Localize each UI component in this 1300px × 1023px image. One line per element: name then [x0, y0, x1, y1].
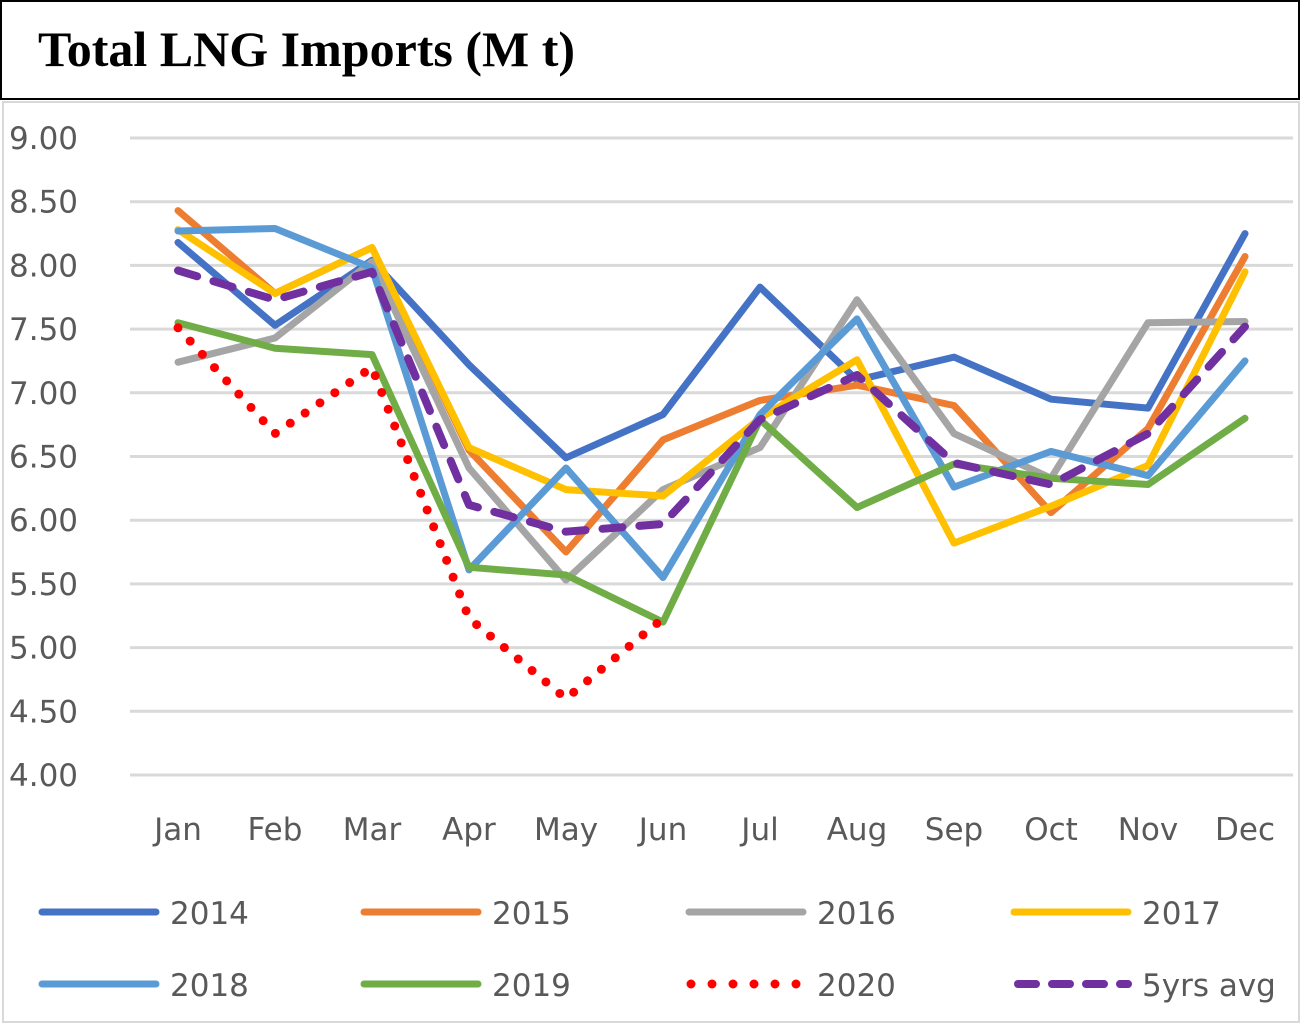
y-tick-label: 5.50: [9, 567, 78, 603]
legend-label: 2019: [492, 968, 571, 1004]
y-tick-label: 8.00: [9, 248, 78, 284]
x-tick-label: Apr: [442, 812, 496, 848]
y-axis-ticks: 4.00 4.50 5.00 5.50 6.00 6.50 7.00 7.50 8.00 8.50…: [9, 121, 78, 794]
series-line-2020: [173, 323, 668, 704]
y-tick-label: 7.50: [9, 312, 78, 348]
y-tick-label: 8.50: [9, 185, 78, 221]
legend-label: 2014: [170, 896, 249, 932]
legend-label: 2020: [817, 968, 896, 1004]
y-tick-label: 6.00: [9, 503, 78, 539]
x-tick-label: Oct: [1024, 812, 1078, 848]
x-tick-label: Sep: [925, 812, 983, 848]
x-axis-ticks: Jan Feb Mar Apr May Jun Jul Aug Sep Oct Nov Dec: [152, 812, 1275, 848]
x-tick-label: Jun: [637, 812, 687, 848]
y-tick-label: 7.00: [9, 376, 78, 412]
y-tick-label: 4.00: [9, 758, 78, 794]
series-lines: [173, 207, 1249, 704]
x-tick-label: Feb: [248, 812, 303, 848]
y-tick-label: 5.00: [9, 631, 78, 667]
series-line-2017: [174, 226, 1249, 547]
legend-label: 2015: [492, 896, 571, 932]
y-tick-label: 9.00: [9, 121, 78, 157]
legend-label: 2016: [817, 896, 896, 932]
x-tick-label: Mar: [343, 812, 402, 848]
chart-title: Total LNG Imports (M t): [38, 21, 576, 77]
legend-label: 5yrs avg: [1142, 968, 1276, 1004]
x-tick-label: May: [534, 812, 598, 848]
y-tick-label: 4.50: [9, 694, 78, 730]
legend-label: 2018: [170, 968, 249, 1004]
legend: 2014 2015 2016 2017 2018 2019 2020 5yrs avg: [38, 896, 1276, 1004]
x-tick-label: Aug: [827, 812, 888, 848]
x-tick-label: Nov: [1118, 812, 1179, 848]
chart-title-box: Total LNG Imports (M t): [0, 0, 1300, 100]
legend-label: 2017: [1142, 896, 1221, 932]
x-tick-label: Dec: [1215, 812, 1275, 848]
x-tick-label: Jul: [739, 812, 778, 848]
x-tick-label: Jan: [152, 812, 202, 848]
y-tick-label: 6.50: [9, 440, 78, 476]
series-line-2018: [174, 225, 1249, 581]
series-line-5yrs-avg: [174, 266, 1249, 536]
